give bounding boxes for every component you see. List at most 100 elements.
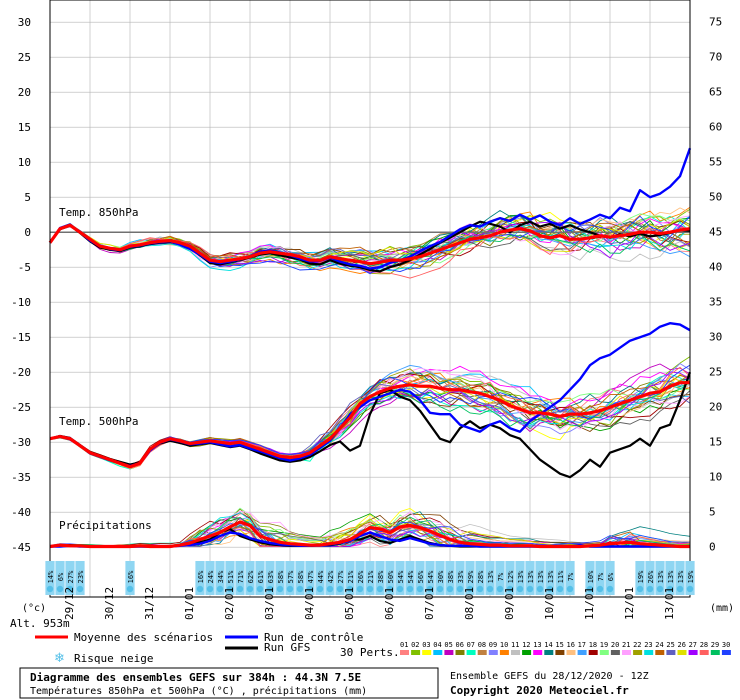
pert-swatch (633, 650, 643, 655)
snow-risk-cell (635, 561, 645, 595)
snow-risk-value: 57% (287, 570, 295, 583)
pert-number: 27 (689, 641, 697, 649)
left-tick-label: -10 (11, 296, 31, 309)
snowflake-icon (246, 585, 254, 593)
date-label: 04/01 (303, 587, 316, 620)
snowflake-icon (316, 585, 324, 593)
pert-number: 18 (589, 641, 597, 649)
snowflake-icon (446, 585, 454, 593)
snow-risk-cell (125, 561, 135, 595)
snow-risk-value: 21% (347, 570, 355, 583)
snowflake-icon (636, 585, 644, 593)
snow-risk-value: 34% (217, 570, 225, 583)
snowflake-icon (476, 585, 484, 593)
pert-swatch (588, 650, 598, 655)
pert-number: 24 (655, 641, 663, 649)
snowflake-icon (196, 585, 204, 593)
snow-risk-cell (595, 561, 605, 595)
snowflake-icon (666, 585, 674, 593)
left-tick-label: -40 (11, 506, 31, 519)
left-tick-label: 20 (18, 86, 31, 99)
snow-risk-cell (265, 561, 275, 595)
snow-risk-value: 23% (77, 570, 85, 583)
snow-risk-cell (515, 561, 525, 595)
pert-number: 29 (711, 641, 719, 649)
snow-risk-value: 54% (407, 570, 415, 583)
right-tick-label: 70 (709, 51, 722, 64)
snow-risk-value: 13% (677, 570, 685, 583)
snowflake-icon (356, 585, 364, 593)
snow-risk-value: 28% (477, 570, 485, 583)
right-tick-label: 55 (709, 156, 722, 169)
left-tick-label: 15 (18, 121, 31, 134)
snowflake-icon (646, 585, 654, 593)
date-label: 08/01 (463, 587, 476, 620)
snow-risk-value: 33% (457, 570, 465, 583)
snow-risk-value: 14% (47, 570, 55, 583)
snow-risk-value: 21% (367, 570, 375, 583)
date-label: 06/01 (383, 587, 396, 620)
pert-swatch (688, 650, 698, 655)
right-tick-label: 50 (709, 191, 722, 204)
snow-risk-cell (65, 561, 75, 595)
snowflake-icon (76, 585, 84, 593)
snowflake-icon (566, 585, 574, 593)
pert-swatch (644, 650, 654, 655)
snow-risk-cell (675, 561, 685, 595)
axis-ticks: 302520151050-5-10-15-20-25-30-35-40-4575… (11, 16, 722, 555)
pert-number: 02 (411, 641, 419, 649)
right-tick-label: 60 (709, 121, 722, 134)
snow-risk-value: 38% (447, 570, 455, 583)
date-label: 09/01 (503, 587, 516, 620)
pert-swatch (499, 650, 509, 655)
pert-swatch (622, 650, 631, 655)
snow-risk-value: 7% (597, 572, 605, 581)
right-tick-label: 65 (709, 86, 722, 99)
pert-number: 11 (511, 641, 519, 649)
snowflake-icon (276, 585, 284, 593)
date-label: 13/01 (663, 587, 676, 620)
snowflake-icon (386, 585, 394, 593)
pert-number: 28 (700, 641, 708, 649)
right-tick-label: 35 (709, 296, 722, 309)
pert-swatch (488, 650, 498, 655)
snow-risk-cell (365, 561, 375, 595)
snow-risk-cell (535, 561, 545, 595)
left-tick-label: -45 (11, 541, 31, 554)
snow-risk-value: 6% (607, 572, 615, 581)
pert-number: 26 (678, 641, 686, 649)
date-label: 02/01 (223, 587, 236, 620)
t850-mean-line (48, 223, 691, 266)
series-label-precip: Précipitations (59, 519, 152, 532)
pert-swatch (411, 650, 421, 655)
snowflake-icon (126, 585, 134, 593)
snow-risk-cell (225, 561, 235, 595)
snow-risk-value: 58% (277, 570, 285, 583)
snow-risk-value: 56% (417, 570, 425, 583)
snow-risk-cell (655, 561, 665, 595)
snowflake-icon (466, 585, 474, 593)
snowflake-icon (596, 585, 604, 593)
date-labels: 29/12 30/12 31/12 01/01 02/01 03/01 04/01 05/01… (63, 587, 676, 620)
pert-number: 21 (622, 641, 630, 649)
right-tick-label: 5 (709, 506, 716, 519)
snow-risk-cell (505, 561, 515, 595)
snow-risk-value: 12% (507, 570, 515, 583)
snow-risk-cell (195, 561, 205, 595)
snow-risk-value: 13% (527, 570, 535, 583)
pert-number: 07 (467, 641, 475, 649)
pert-swatch (710, 650, 720, 655)
snow-risk-value: 24% (207, 570, 215, 583)
snowflake-icon (516, 585, 524, 593)
pert-number: 15 (555, 641, 563, 649)
snow-risk-value: 42% (327, 570, 335, 583)
copyright: Copyright 2020 Meteociel.fr (450, 684, 629, 697)
legend-control-label: Run de contrôle (264, 631, 363, 644)
snowflake-icon (546, 585, 554, 593)
pert-swatch (599, 650, 609, 655)
snow-risk-value: 13% (667, 570, 675, 583)
snowflake-icon (46, 585, 54, 593)
left-tick-label: 5 (24, 191, 31, 204)
precip-mean-line (49, 520, 690, 549)
legend-mean-label: Moyenne des scénarios (74, 631, 213, 644)
